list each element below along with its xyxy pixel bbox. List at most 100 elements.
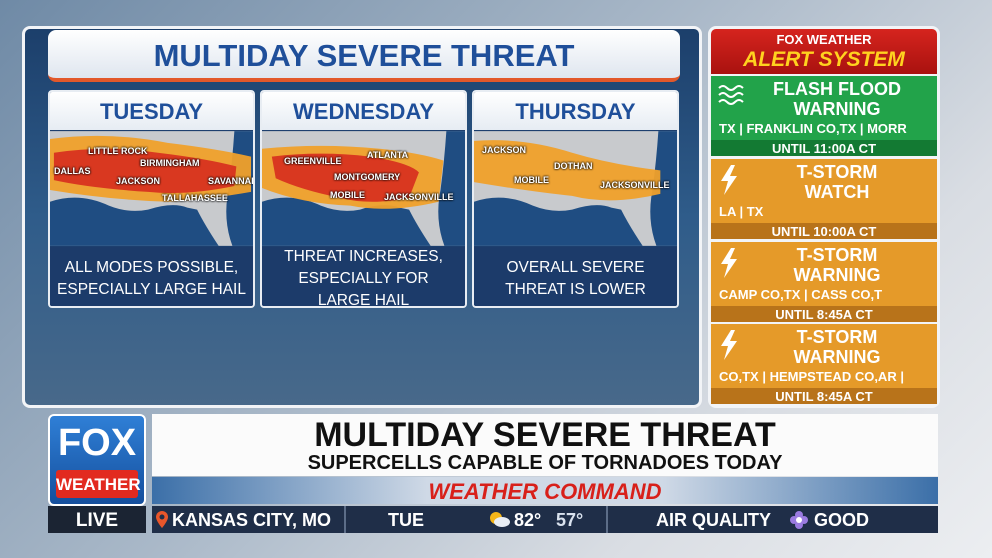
alert-type: FLASH FLOOD	[773, 79, 901, 99]
bolt	[721, 248, 737, 278]
lightning-icon	[721, 330, 737, 360]
day-label: WEDNESDAY	[293, 99, 434, 124]
alert-until: UNTIL 8:45A CT	[775, 389, 873, 404]
note-line: ESPECIALLY FOR	[298, 269, 429, 287]
live-label: LIVE	[75, 510, 119, 531]
threat-enhanced	[271, 153, 419, 202]
city-label: LITTLE ROCK	[88, 146, 148, 156]
panel-title: MULTIDAY SEVERE THREAT	[153, 38, 575, 73]
note-line: OVERALL SEVERE	[506, 258, 645, 276]
day-note: THREAT INCREASES, ESPECIALLY FOR LARGE HAI…	[262, 247, 465, 306]
city-label: JACKSONVILLE	[384, 192, 454, 202]
threat-map	[50, 131, 253, 246]
alert-item: T-STORM WARNING CO,TX | HEMPSTEAD CO,AR | U…	[711, 324, 937, 404]
note-line: ESPECIALLY LARGE HAIL	[57, 280, 246, 298]
logo: FOX WEATHER	[48, 414, 146, 506]
alert-type: WARNING	[793, 347, 881, 367]
alert-type: T-STORM	[796, 327, 878, 347]
gulf	[474, 197, 643, 246]
alert-item: FLASH FLOOD WARNING TX | FRANKLIN CO,TX | …	[711, 76, 937, 156]
until-bar: UNTIL 8:45A CT	[711, 388, 937, 404]
alert-areas: CO,TX | HEMPSTEAD CO,AR |	[719, 369, 904, 384]
city-label: SAVANNAH	[208, 176, 255, 186]
day-label: TUESDAY	[99, 99, 204, 124]
note-line: ALL MODES POSSIBLE,	[64, 258, 239, 276]
city-label: JACKSONVILLE	[600, 180, 670, 190]
logo-badge: WEATHER	[56, 470, 141, 498]
day-header: WEDNESDAY	[262, 92, 465, 130]
note-line: THREAT IS LOWER	[505, 280, 646, 298]
alert-type: T-STORM	[796, 162, 878, 182]
city-label: BIRMINGHAM	[140, 158, 200, 168]
wave	[718, 92, 744, 98]
alert-until: UNTIL 8:45A CT	[775, 307, 873, 322]
city-label: MOBILE	[514, 175, 549, 185]
alert-type: WARNING	[793, 265, 881, 285]
ticker-high: 82°	[514, 510, 542, 530]
alert-until: UNTIL 10:00A CT	[771, 224, 877, 239]
day-note: OVERALL SEVERE THREAT IS LOWER	[474, 247, 677, 306]
alert-brand: FOX WEATHER	[776, 32, 872, 47]
air-value: GOOD	[814, 510, 870, 530]
day-card: TUESDAY LITTLE ROCK DALLAS BIRMINGHAM JACKSO…	[48, 90, 255, 308]
day-header: THURSDAY	[474, 92, 677, 130]
day-note: ALL MODES POSSIBLE, ESPECIALLY LARGE HAIL	[50, 247, 253, 306]
headline-bar: MULTIDAY SEVERE THREAT SUPERCELLS CAPABL…	[152, 414, 938, 476]
threat-enhanced	[53, 148, 237, 194]
alert-header: FOX WEATHER ALERT SYSTEM	[711, 29, 937, 74]
threat-map	[262, 131, 465, 246]
air-label: AIR QUALITY	[656, 510, 771, 530]
banner: WEATHER COMMAND	[428, 479, 662, 504]
alert-item: T-STORM WARNING CAMP CO,TX | CASS CO,T UNTI…	[711, 242, 937, 322]
wave	[718, 99, 744, 105]
title-bar: MULTIDAY SEVERE THREAT	[48, 30, 680, 82]
city-label: DALLAS	[54, 166, 91, 176]
city-label: ATLANTA	[367, 150, 409, 160]
gulf	[50, 197, 219, 246]
day-label: THURSDAY	[515, 99, 636, 124]
alert-title: ALERT SYSTEM	[743, 48, 905, 71]
day-card: WEDNESDAY GREENVILLE ATLANTA MONTGOMERY MOBI…	[260, 90, 467, 308]
city-label: JACKSON	[116, 176, 161, 186]
alert-areas: CAMP CO,TX | CASS CO,T	[719, 287, 883, 302]
note-line: THREAT INCREASES,	[284, 247, 443, 265]
alert-areas: LA | TX	[719, 204, 764, 219]
wave	[718, 85, 744, 91]
threat-map	[474, 131, 677, 246]
pin-icon	[156, 511, 168, 528]
bolt	[721, 165, 737, 195]
day-header: TUESDAY	[50, 92, 253, 130]
alert-type: T-STORM	[796, 245, 878, 265]
banner-bar: WEATHER COMMAND	[152, 477, 938, 504]
day-card: THURSDAY JACKSON DOTHAN MOBILE JACKSONVILLE O…	[472, 90, 679, 308]
threat-slight	[474, 140, 661, 201]
flood-icon	[718, 85, 744, 105]
until-bar: UNTIL 8:45A CT	[711, 306, 937, 322]
headline: MULTIDAY SEVERE THREAT	[314, 416, 776, 454]
alert-type: WARNING	[793, 99, 881, 119]
city-label: MOBILE	[330, 190, 365, 200]
divider	[344, 506, 346, 533]
ticker: KANSAS CITY, MO TUE 82° 57° AIR QUALITY …	[152, 506, 938, 533]
weather-icon	[490, 512, 510, 527]
lightning-icon	[721, 165, 737, 195]
bolt	[721, 330, 737, 360]
ticker-low: 57°	[556, 510, 584, 530]
ticker-day: TUE	[388, 510, 424, 530]
alert-item: T-STORM WATCH LA | TX UNTIL 10:00A CT	[711, 159, 937, 239]
logo-top: FOX	[57, 422, 137, 464]
logo-bottom: WEATHER	[56, 475, 141, 494]
divider	[606, 506, 608, 533]
city-label: TALLAHASSEE	[162, 193, 228, 203]
live-box: LIVE	[48, 506, 146, 533]
alert-type: WATCH	[804, 182, 870, 202]
atlantic	[438, 131, 465, 246]
air-icon	[790, 511, 808, 529]
until-bar: UNTIL 11:00A CT	[711, 140, 937, 156]
city-label: JACKSON	[482, 145, 527, 155]
city-label: GREENVILLE	[284, 156, 342, 166]
alert-areas: TX | FRANKLIN CO,TX | MORR	[719, 121, 907, 136]
ticker-location: KANSAS CITY, MO	[172, 510, 332, 530]
until-bar: UNTIL 10:00A CT	[711, 223, 937, 239]
